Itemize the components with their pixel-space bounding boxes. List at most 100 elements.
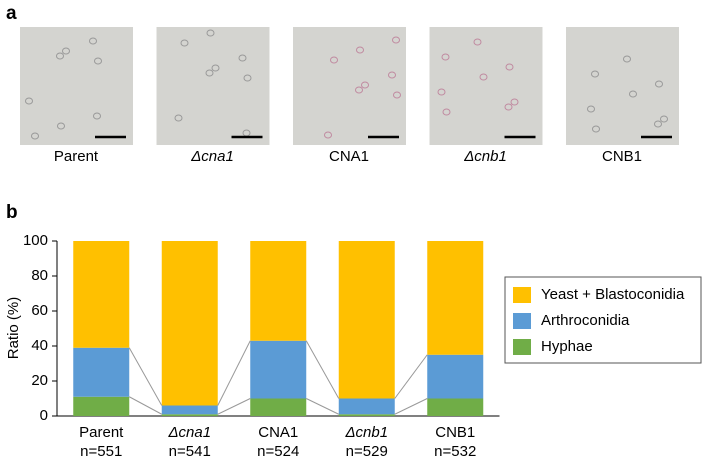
bar-segment (161, 241, 218, 406)
cell (62, 47, 70, 55)
micrograph (429, 27, 543, 145)
sample-size: n=541 (169, 443, 211, 460)
cell (243, 74, 252, 82)
image-label: CNA1 (329, 148, 369, 165)
legend-box (504, 276, 702, 364)
panel-label: a (6, 3, 17, 24)
cell (330, 56, 338, 64)
bar-segment (427, 241, 484, 355)
bar-segment (250, 241, 307, 341)
cell (93, 112, 101, 120)
cell (89, 37, 97, 45)
legend-swatch (513, 287, 531, 303)
cell (660, 115, 668, 123)
connector (128, 347, 163, 406)
legend-label: Yeast + Blastoconidia (541, 286, 685, 303)
image-label: CNB1 (602, 148, 642, 165)
cell (479, 73, 488, 81)
image-label: Parent (54, 148, 99, 165)
legend-swatch (513, 339, 531, 355)
image-label: Δcnb1 (463, 148, 507, 165)
cell (473, 38, 482, 46)
cell (442, 108, 451, 116)
y-tick-label: 60 (31, 302, 48, 319)
cell (180, 39, 189, 47)
cell (392, 36, 400, 44)
cell (238, 54, 247, 62)
bar-segment (73, 396, 130, 416)
connector (306, 398, 339, 415)
micrograph (293, 27, 406, 145)
sample-size: n=551 (80, 443, 122, 460)
cell (504, 103, 513, 111)
cell (324, 131, 332, 139)
bar-segment (73, 347, 130, 397)
panel-label: b (6, 202, 18, 223)
bar-segment (338, 414, 395, 416)
bar-segment (338, 241, 395, 399)
cell (437, 88, 446, 96)
cell (654, 120, 662, 128)
y-tick-label: 100 (23, 232, 48, 249)
bar-segment (250, 340, 307, 399)
cell (510, 98, 519, 106)
cell (56, 52, 64, 60)
cell (206, 29, 215, 37)
y-axis-title: Ratio (%) (5, 297, 22, 360)
micrographs: Parent Δcna1 CNA1 Δcnb1 CNB1 (20, 27, 679, 165)
legend-label: Hyphae (541, 338, 593, 355)
cell (592, 125, 600, 133)
cell (623, 55, 631, 63)
legend-label: Arthroconidia (541, 312, 630, 329)
cell (629, 90, 637, 98)
cell (205, 69, 214, 77)
bar-segment (73, 241, 130, 348)
bar-segment (338, 398, 395, 415)
cell (356, 46, 364, 54)
cell (655, 80, 663, 88)
cell (591, 70, 599, 78)
cell (31, 132, 39, 140)
connector (129, 396, 162, 415)
x-tick-label: CNB1 (435, 424, 475, 441)
connector (305, 340, 340, 399)
legend-swatch (513, 313, 531, 329)
sample-size: n=532 (434, 443, 476, 460)
y-tick-label: 20 (31, 372, 48, 389)
connector (394, 354, 428, 399)
x-tick-label: Δcna1 (167, 424, 211, 441)
cell (25, 97, 33, 105)
cell (361, 81, 369, 89)
connector (217, 340, 251, 406)
x-tick-label: CNA1 (258, 424, 298, 441)
cell (174, 114, 183, 122)
micrograph (566, 27, 679, 145)
micrograph (156, 27, 270, 145)
cell (393, 91, 401, 99)
cell (587, 105, 595, 113)
sample-size: n=524 (257, 443, 299, 460)
x-tick-label: Parent (79, 424, 124, 441)
cell (441, 53, 450, 61)
cell (388, 71, 396, 79)
y-tick-label: 80 (31, 267, 48, 284)
cell (94, 57, 102, 65)
image-label: Δcna1 (190, 148, 234, 165)
cell (355, 86, 363, 94)
cell (211, 64, 220, 72)
micrograph (20, 27, 133, 145)
y-tick-label: 40 (31, 337, 48, 354)
cell (505, 63, 514, 71)
bar-segment (427, 354, 484, 399)
bar-segment (427, 398, 484, 416)
x-tick-label: Δcnb1 (344, 424, 388, 441)
cell (57, 122, 65, 130)
bar-segment (161, 414, 218, 416)
bar-segment (161, 405, 218, 415)
bar-segment (250, 398, 307, 416)
connector (217, 398, 251, 415)
connector (394, 398, 428, 415)
y-tick-label: 0 (40, 407, 48, 424)
sample-size: n=529 (346, 443, 388, 460)
